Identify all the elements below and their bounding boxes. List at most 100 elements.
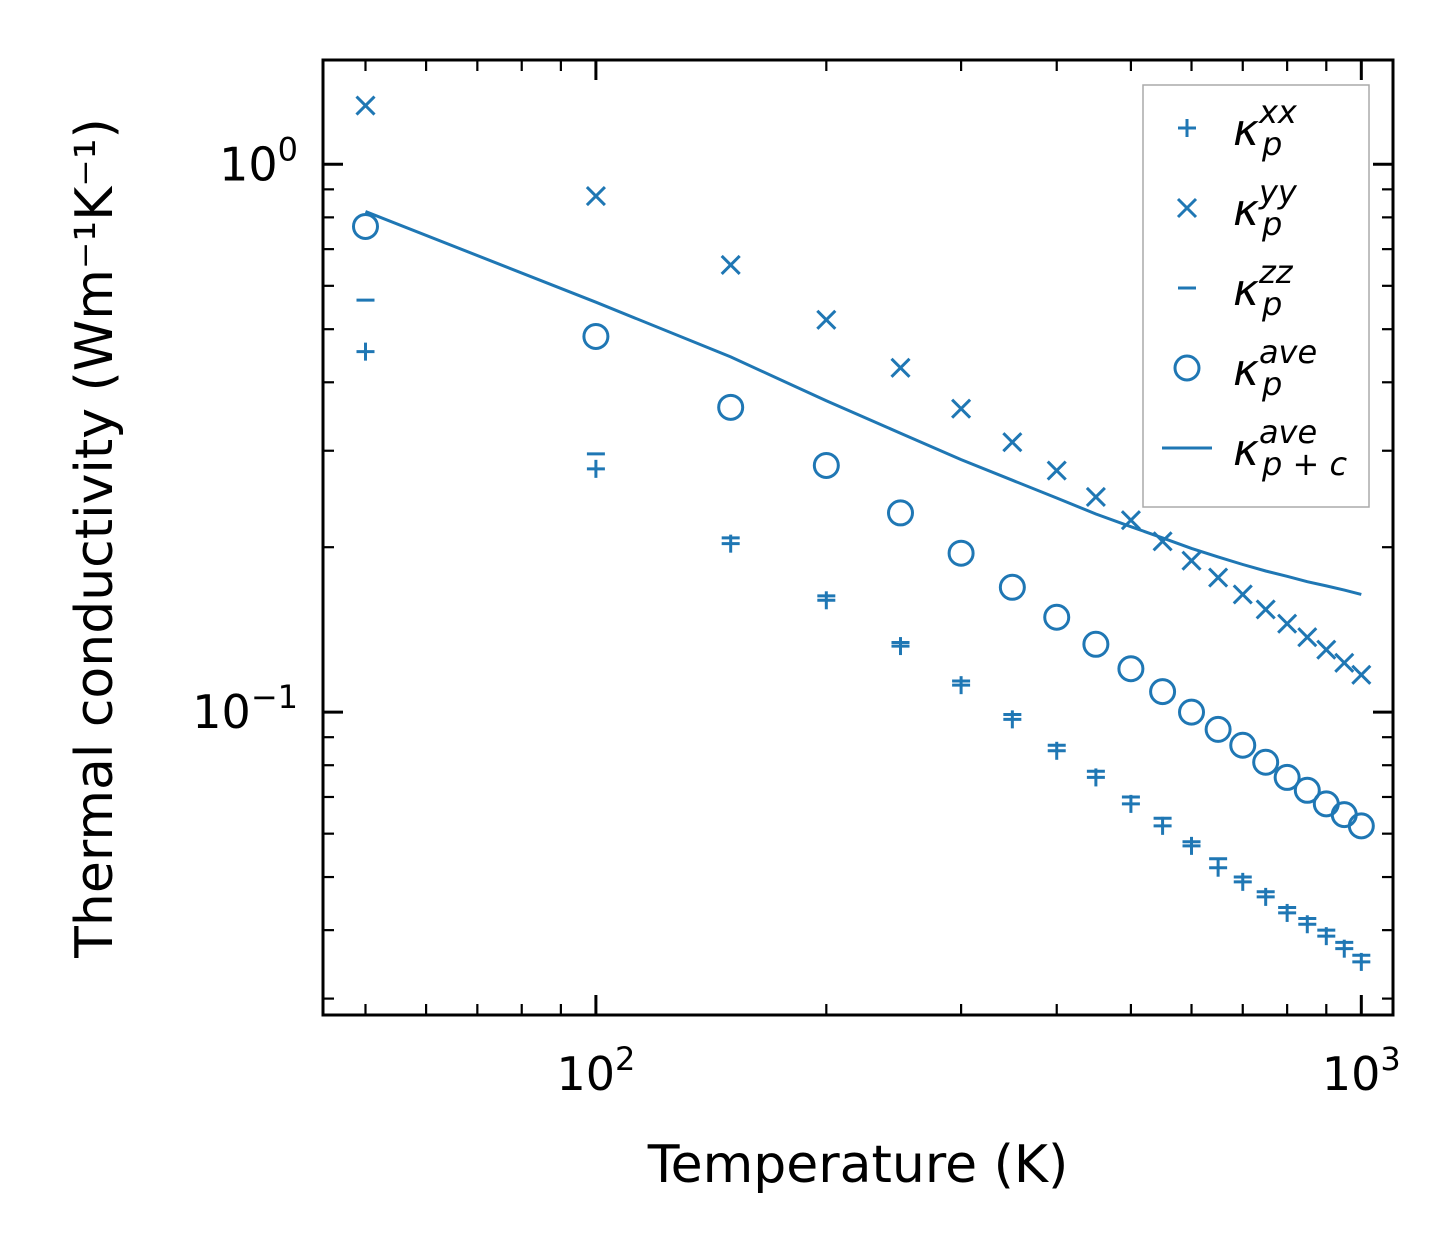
- circle-ring: [1178, 698, 1206, 726]
- data-point-kave: [717, 393, 745, 421]
- y-tick-label: 10−1: [192, 678, 298, 739]
- data-point-kyy: [1255, 599, 1276, 620]
- legend-item-kave_pc: κave p + c: [1162, 413, 1347, 483]
- legend: κxx p κyy p κzz p κave p κave p + c: [1142, 84, 1370, 508]
- series-kyy: [355, 95, 1372, 685]
- data-point-kyy: [1232, 584, 1253, 605]
- circle-ring: [1204, 715, 1232, 743]
- plot-frame: [321, 58, 1395, 1017]
- circle-ring: [717, 393, 745, 421]
- data-point-kave: [1229, 731, 1257, 759]
- data-point-kxx: [356, 342, 375, 361]
- x-stroke: [1046, 460, 1067, 481]
- x-stroke: [816, 309, 837, 330]
- data-point-kyy: [1351, 664, 1372, 685]
- legend-marker: [1173, 354, 1201, 382]
- data-point-kave: [1043, 603, 1071, 631]
- plot-area: [351, 95, 1375, 971]
- legend-item-kyy: κyy p: [1176, 173, 1298, 243]
- data-point-kave: [1347, 812, 1375, 840]
- data-point-kyy: [1297, 627, 1318, 648]
- legend-label: κave p + c: [1233, 413, 1347, 483]
- data-point-kave: [1252, 748, 1280, 776]
- data-point-kave: [1273, 763, 1301, 791]
- x-stroke: [1297, 627, 1318, 648]
- data-point-kxx: [1209, 858, 1228, 877]
- circle-ring: [351, 212, 379, 240]
- data-point-kyy: [585, 185, 606, 207]
- circle-ring: [1229, 731, 1257, 759]
- x-stroke: [1208, 567, 1229, 588]
- data-point-kxx: [891, 637, 910, 656]
- circle-ring: [1149, 678, 1177, 706]
- data-point-kave: [582, 322, 610, 350]
- data-point-kyy: [951, 398, 972, 419]
- data-point-kave: [351, 212, 379, 240]
- circle-ring: [1117, 655, 1145, 683]
- circle-ring: [1347, 812, 1375, 840]
- data-point-kxx: [586, 459, 605, 478]
- legend-item-kxx: κxx p: [1178, 93, 1298, 163]
- x-stroke: [1277, 613, 1298, 634]
- x-stroke: [1002, 432, 1023, 453]
- data-point-kxx: [952, 676, 971, 695]
- data-point-kyy: [720, 254, 741, 276]
- data-point-kave: [1117, 655, 1145, 683]
- legend-label: κzz p: [1233, 253, 1294, 323]
- data-point-kyy: [1002, 432, 1023, 453]
- series-line-kave_pc: [364, 210, 1362, 596]
- series-kzz: [356, 298, 1371, 957]
- series-kave: [351, 212, 1375, 840]
- x-stroke: [1085, 486, 1106, 508]
- data-point-kave: [947, 539, 975, 567]
- x-stroke: [1181, 550, 1202, 571]
- data-point-kave: [812, 451, 840, 479]
- data-point-kave: [886, 499, 914, 527]
- x-stroke: [1176, 197, 1198, 219]
- legend-label: κxx p: [1233, 93, 1298, 163]
- data-point-kave: [1178, 698, 1206, 726]
- data-point-kave: [1149, 678, 1177, 706]
- x-stroke: [1152, 531, 1173, 552]
- x-stroke: [1334, 652, 1355, 673]
- data-point-kxx: [1182, 836, 1201, 855]
- x-stroke: [1120, 510, 1141, 531]
- circle-ring: [582, 322, 610, 350]
- x-stroke: [1255, 599, 1276, 620]
- circle-ring: [1043, 603, 1071, 631]
- x-stroke: [1316, 639, 1337, 660]
- data-point-kyy: [816, 309, 837, 330]
- x-stroke: [951, 398, 972, 419]
- data-point-kyy: [890, 357, 911, 378]
- data-point-kyy: [1181, 550, 1202, 571]
- x-tick-label: 103: [1322, 1040, 1401, 1101]
- data-point-kxx: [1153, 816, 1172, 835]
- circle-ring: [1293, 776, 1321, 804]
- x-stroke: [890, 357, 911, 378]
- tick-labels: 102 103 10−1 100: [192, 130, 1400, 1101]
- circle-ring: [998, 573, 1026, 601]
- legend-item-kzz: κzz p: [1178, 253, 1294, 323]
- legend-box: [1142, 84, 1370, 508]
- data-point-kyy: [1208, 567, 1229, 588]
- data-point-kave: [1082, 630, 1110, 658]
- circle-ring: [1173, 354, 1201, 382]
- data-point-kyy: [1277, 613, 1298, 634]
- data-point-kave: [998, 573, 1026, 601]
- x-stroke: [355, 95, 376, 116]
- x-stroke: [1351, 664, 1372, 685]
- data-point-kyy: [1120, 510, 1141, 531]
- data-point-kyy: [1046, 460, 1067, 481]
- data-point-kyy: [355, 95, 376, 116]
- x-stroke: [720, 254, 741, 276]
- x-axis-title: Temperature (K): [647, 1135, 1069, 1195]
- data-point-kave: [1293, 776, 1321, 804]
- circle-ring: [947, 539, 975, 567]
- circle-ring: [812, 451, 840, 479]
- circle-ring: [1252, 748, 1280, 776]
- x-stroke: [1232, 584, 1253, 605]
- series-kave_pc: [364, 210, 1362, 596]
- legend-marker: [1176, 197, 1198, 219]
- legend-label: κyy p: [1233, 173, 1298, 243]
